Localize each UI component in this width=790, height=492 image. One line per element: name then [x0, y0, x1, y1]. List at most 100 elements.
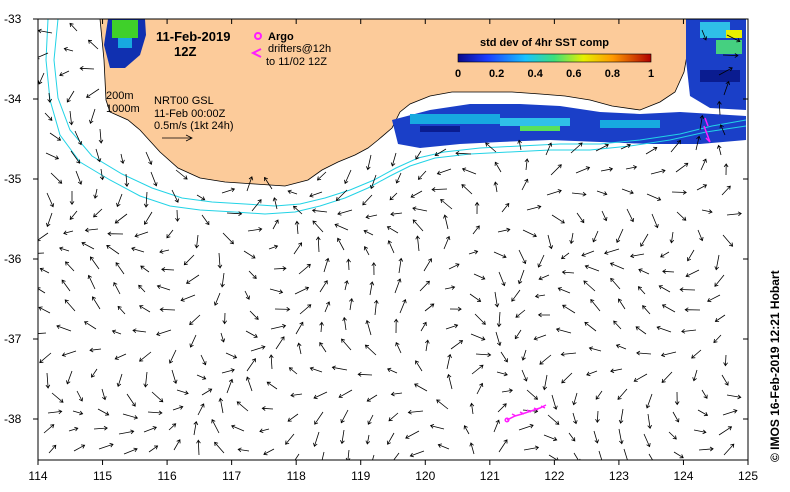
- colorbar-tick-label: 0.6: [566, 68, 581, 80]
- current-arrow: [424, 303, 435, 312]
- current-arrow: [293, 242, 302, 255]
- current-arrow: [469, 293, 482, 302]
- current-arrow: [470, 333, 486, 341]
- current-arrow: [410, 190, 423, 198]
- current-arrow: [93, 425, 108, 431]
- current-arrow: [718, 67, 733, 76]
- current-arrow: [193, 420, 199, 436]
- current-arrow: [175, 169, 188, 180]
- colorbar-tick-label: 0.4: [528, 68, 544, 80]
- current-arrow: [576, 212, 585, 224]
- current-arrow: [572, 392, 578, 406]
- current-arrow: [264, 176, 273, 190]
- current-arrow: [373, 299, 379, 316]
- current-arrow: [75, 170, 83, 185]
- current-arrow: [292, 205, 303, 215]
- current-arrow: [221, 368, 235, 374]
- current-arrow: [645, 146, 658, 155]
- colorbar-tick-label: 0.8: [605, 68, 620, 80]
- current-arrow: [171, 369, 178, 384]
- map-time: 12Z: [174, 44, 196, 59]
- current-arrow: [180, 294, 196, 302]
- current-arrow: [200, 354, 207, 366]
- current-arrow: [443, 235, 451, 250]
- current-arrow: [201, 388, 213, 396]
- drifter-track-east: [703, 117, 711, 143]
- current-arrow: [610, 277, 621, 290]
- current-arrow: [390, 152, 397, 167]
- current-arrow: [251, 199, 262, 212]
- current-arrow: [84, 227, 99, 233]
- current-arrow: [362, 194, 373, 206]
- current-arrow: [85, 88, 100, 98]
- current-arrow: [79, 66, 95, 71]
- current-arrow: [159, 249, 170, 254]
- current-arrow: [562, 304, 576, 314]
- current-arrow: [613, 320, 622, 330]
- current-arrow: [717, 100, 722, 116]
- current-arrow: [693, 429, 707, 435]
- current-arrow: [69, 210, 78, 220]
- current-arrow: [679, 287, 696, 292]
- current-arrow: [156, 329, 172, 336]
- current-arrow: [168, 423, 177, 431]
- current-arrow: [647, 413, 652, 430]
- current-arrow: [173, 439, 181, 451]
- current-arrow: [47, 92, 52, 103]
- current-arrow: [701, 209, 713, 214]
- colorbar-ticks: 0 0.2 0.4 0.6 0.8 1: [455, 68, 654, 80]
- current-arrow: [626, 208, 635, 223]
- current-arrow: [64, 299, 76, 312]
- current-arrow: [214, 441, 225, 454]
- current-arrow: [557, 287, 571, 294]
- current-arrow: [496, 311, 502, 328]
- current-arrow: [211, 419, 220, 434]
- current-arrow: [697, 229, 704, 242]
- current-arrow: [550, 164, 562, 176]
- current-arrow: [446, 373, 453, 390]
- current-arrow: [274, 306, 291, 312]
- current-arrow: [444, 285, 456, 290]
- current-arrow: [443, 214, 449, 230]
- current-arrow: [598, 450, 603, 460]
- current-arrow: [471, 364, 484, 375]
- current-arrow: [469, 402, 475, 415]
- current-arrow: [340, 429, 345, 445]
- current-arrow: [581, 250, 595, 257]
- current-arrow: [638, 268, 650, 275]
- current-arrow: [398, 257, 404, 274]
- drifter-track-south: [504, 404, 547, 423]
- current-arrow: [341, 338, 352, 351]
- current-arrow: [701, 389, 708, 399]
- current-arrow: [618, 298, 626, 310]
- current-arrow: [434, 148, 447, 157]
- current-arrow: [344, 280, 349, 291]
- current-arrow: [294, 286, 310, 295]
- current-arrow: [261, 406, 274, 411]
- current-arrow: [114, 353, 127, 360]
- current-arrow: [143, 191, 149, 208]
- current-arrow: [63, 230, 74, 235]
- x-tick-label: 117: [222, 469, 241, 483]
- current-arrow: [420, 321, 427, 332]
- current-arrow: [287, 189, 298, 195]
- current-arrow: [722, 234, 734, 247]
- current-arrow: [573, 452, 581, 460]
- current-arrow: [586, 370, 598, 377]
- current-arrow: [295, 321, 304, 335]
- current-arrow: [583, 280, 596, 292]
- current-arrow: [700, 158, 707, 171]
- current-arrow: [246, 358, 256, 372]
- current-arrow: [259, 428, 270, 433]
- current-arrow: [691, 349, 702, 359]
- current-arrow: [344, 169, 352, 185]
- current-arrow: [592, 230, 599, 243]
- current-arrow: [412, 219, 424, 232]
- current-arrow: [47, 409, 63, 415]
- current-arrow: [723, 163, 729, 176]
- current-arrow: [363, 246, 370, 256]
- current-arrow: [636, 350, 652, 356]
- current-arrow: [596, 190, 608, 196]
- x-tick-label: 118: [287, 469, 306, 483]
- current-arrow: [68, 426, 79, 432]
